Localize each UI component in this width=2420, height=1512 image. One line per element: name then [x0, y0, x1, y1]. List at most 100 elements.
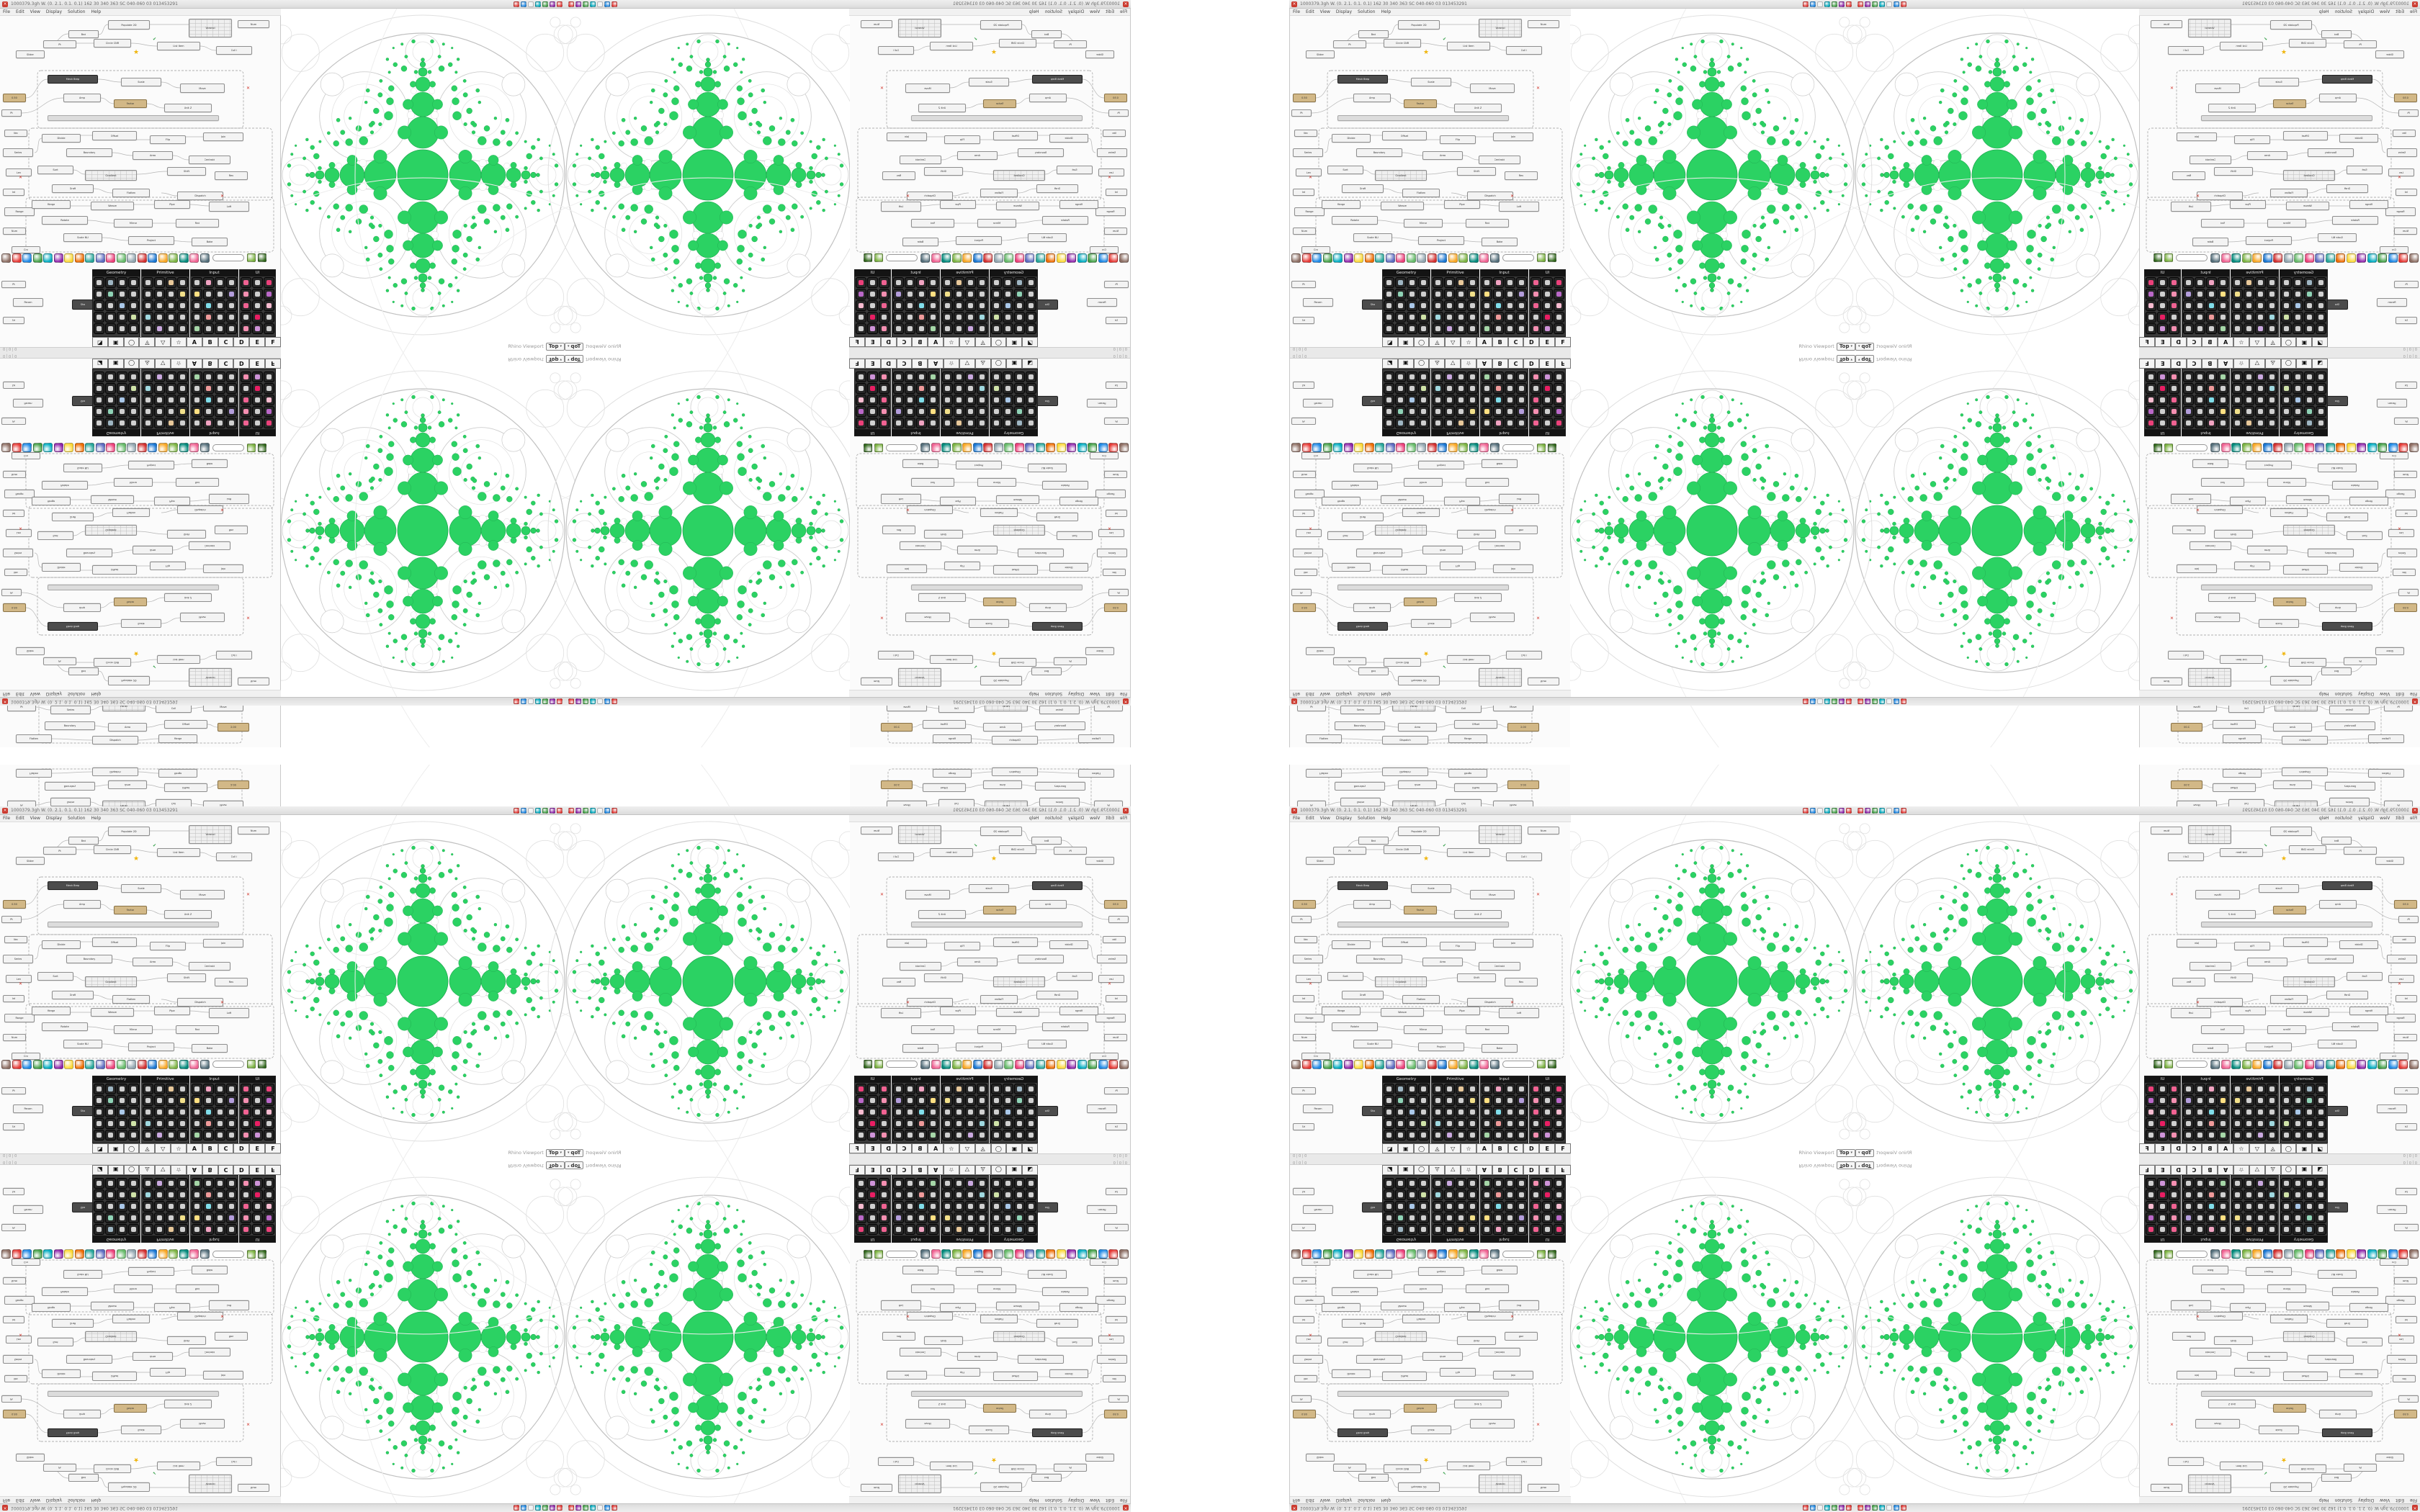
gh-node[interactable]: List Item	[2220, 42, 2263, 50]
palette-tab[interactable]: ◬	[139, 359, 156, 369]
palette-icon[interactable]	[2232, 1107, 2243, 1117]
palette-icon[interactable]	[94, 1189, 104, 1200]
palette-tab[interactable]: C	[896, 359, 913, 369]
taskbar-app-icon[interactable]	[1865, 1505, 1870, 1511]
palette-icon[interactable]	[1433, 395, 1443, 405]
palette-tab[interactable]: ◬	[139, 337, 156, 347]
canvas-search-input[interactable]	[2176, 1251, 2208, 1258]
palette-icon[interactable]	[928, 406, 938, 417]
palette-icon[interactable]	[2146, 277, 2156, 288]
gh-node[interactable]: Flip	[2234, 135, 2270, 144]
toolbar-icon[interactable]	[116, 1249, 126, 1259]
gh-node[interactable]: Merge	[32, 497, 71, 505]
palette-icon[interactable]	[1531, 406, 1541, 417]
palette-icon[interactable]	[2232, 395, 2243, 405]
taskbar-app-icon[interactable]	[1894, 698, 1899, 705]
palette-tab[interactable]: A	[928, 337, 944, 347]
gh-node[interactable]: Dispatch	[2197, 505, 2243, 514]
gh-node[interactable]: Series	[2387, 1355, 2417, 1364]
gh-node[interactable]	[911, 922, 1083, 927]
palette-icon[interactable]	[879, 1201, 889, 1212]
gh-node[interactable]: Gradient	[993, 976, 1045, 987]
palette-icon[interactable]	[977, 1130, 987, 1140]
palette-icon[interactable]	[203, 418, 214, 428]
palette-icon[interactable]	[105, 372, 116, 382]
palette-icon[interactable]	[2281, 323, 2292, 334]
palette-icon[interactable]	[2255, 406, 2266, 417]
palette-icon[interactable]	[94, 323, 104, 334]
gh-node[interactable]: Sho	[1362, 396, 1384, 406]
palette-icon[interactable]	[2293, 277, 2303, 288]
palette-icon[interactable]	[2169, 1212, 2179, 1223]
toolbar-icon[interactable]	[1291, 253, 1301, 263]
palette-icon[interactable]	[879, 395, 889, 405]
gh-node[interactable]: Cull i	[2168, 1457, 2204, 1466]
gh-node[interactable]: Cull i	[2168, 651, 2204, 660]
gh-node[interactable]: Vec	[1294, 130, 1317, 137]
palette-icon[interactable]	[977, 418, 987, 428]
gh-node[interactable]: Rev	[215, 978, 248, 986]
gh-node[interactable]: Factor	[114, 1404, 147, 1413]
toolbar-icon[interactable]	[200, 1059, 210, 1069]
gh-node[interactable]: Centroid	[2190, 1348, 2231, 1356]
palette-icon[interactable]	[2255, 1189, 2266, 1200]
gh-node[interactable]: Voronoi	[898, 1475, 941, 1493]
palette-icon[interactable]	[203, 395, 214, 405]
gh-node[interactable]: Rotate	[1332, 481, 1378, 490]
palette-icon[interactable]	[128, 277, 139, 288]
gh-node[interactable]: Populate 2D	[1398, 676, 1440, 685]
toolbar-button[interactable]	[246, 253, 256, 262]
gh-node[interactable]: Project	[956, 1043, 1002, 1051]
gh-node[interactable]: Offset	[2283, 131, 2328, 140]
palette-tab[interactable]: C	[2186, 337, 2202, 347]
palette-icon[interactable]	[154, 1084, 165, 1094]
palette-icon[interactable]	[2232, 1201, 2243, 1212]
toolbar-icon[interactable]	[1046, 1249, 1056, 1259]
toolbar-icon[interactable]	[1385, 443, 1395, 453]
toolbar-icon[interactable]	[148, 443, 157, 453]
gh-node[interactable]: Amp	[63, 603, 101, 612]
gh-node[interactable]: Circle CNR	[94, 1464, 131, 1473]
palette-icon[interactable]	[1003, 418, 1013, 428]
palette-icon[interactable]	[192, 1130, 202, 1140]
palette-icon[interactable]	[2244, 395, 2254, 405]
toolbar-icon[interactable]	[1438, 443, 1447, 453]
palette-tab[interactable]: ▽	[959, 1143, 975, 1153]
taskbar-app-icon[interactable]	[583, 1505, 588, 1511]
gh-node[interactable]: Offset	[164, 783, 207, 792]
palette-icon[interactable]	[2218, 300, 2228, 311]
palette-icon[interactable]	[1456, 372, 1466, 382]
palette-icon[interactable]	[252, 1107, 263, 1117]
palette-tab[interactable]: ☆	[171, 359, 187, 369]
palette-icon[interactable]	[2255, 312, 2266, 323]
taskbar-app-icon[interactable]	[1846, 698, 1852, 705]
palette-icon[interactable]	[2146, 1201, 2156, 1212]
toolbar-icon[interactable]	[1469, 443, 1479, 453]
gh-node[interactable]: Vec	[2393, 130, 2416, 137]
palette-icon[interactable]	[1003, 1178, 1013, 1189]
palette-icon[interactable]	[1407, 277, 1417, 288]
gh-node[interactable]: Vec	[1294, 569, 1317, 576]
palette-icon[interactable]	[2255, 1130, 2266, 1140]
palette-icon[interactable]	[203, 383, 214, 394]
gh-node[interactable]: Vec	[4, 936, 27, 943]
toolbar-icon[interactable]	[2305, 253, 2314, 263]
palette-tab[interactable]: ▣	[2296, 1143, 2313, 1153]
gh-node[interactable]: Voronoi	[2188, 19, 2231, 37]
palette-icon[interactable]	[215, 1189, 225, 1200]
gh-node[interactable]: Shift	[924, 167, 963, 176]
palette-icon[interactable]	[226, 418, 237, 428]
gh-node[interactable]: Pt	[1104, 1224, 1129, 1231]
palette-icon[interactable]	[2218, 1201, 2228, 1212]
toolbar-icon[interactable]	[1077, 443, 1087, 453]
gh-node[interactable]: Mirror	[977, 1025, 1016, 1034]
palette-icon[interactable]	[166, 289, 176, 300]
gh-node[interactable]: Circle CNR	[999, 845, 1036, 854]
palette-icon[interactable]	[1026, 1212, 1036, 1223]
palette-icon[interactable]	[2218, 289, 2228, 300]
palette-icon[interactable]	[2267, 323, 2277, 334]
palette-icon[interactable]	[1493, 383, 1504, 394]
toolbar-icon[interactable]	[127, 443, 136, 453]
gh-node[interactable]: Bake	[902, 238, 938, 246]
gh-node[interactable]: Loft	[2171, 1008, 2211, 1018]
